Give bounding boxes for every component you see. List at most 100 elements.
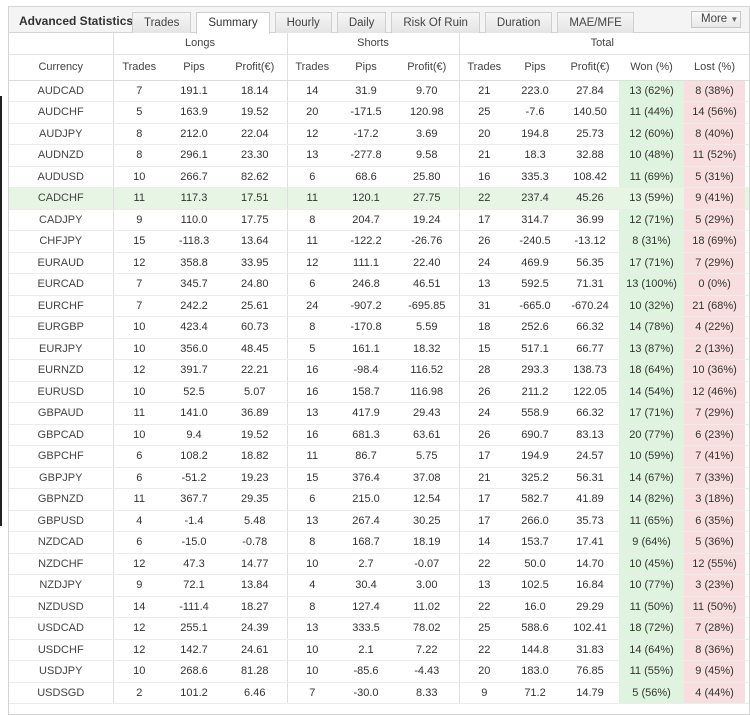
- value-cell: 102.5: [509, 574, 562, 597]
- row-chart-button[interactable]: [745, 80, 749, 102]
- table-row[interactable]: EURGBP 10 423.4 60.73 8 -170.8 5.59 18 252.6 66.3…: [9, 316, 749, 339]
- value-cell: 212.0: [165, 123, 223, 145]
- tab-summary[interactable]: Summary: [196, 12, 270, 34]
- table-row[interactable]: AUDJPY 8 212.0 22.04 12 -17.2 3.69 20 194.8 25.73…: [9, 123, 749, 145]
- row-chart-button[interactable]: [745, 488, 749, 511]
- row-chart-button[interactable]: [745, 359, 749, 382]
- value-cell: 10 (32%): [619, 295, 685, 317]
- tab-hourly[interactable]: Hourly: [274, 12, 332, 33]
- column-header-total-1: Pips: [509, 54, 562, 81]
- table-row[interactable]: EURJPY 10 356.0 48.45 5 161.1 18.32 15 517.1 66.7…: [9, 338, 749, 360]
- row-chart-button[interactable]: [745, 209, 749, 231]
- value-cell: 17.75: [223, 209, 288, 231]
- currency-cell: AUDNZD: [9, 144, 114, 167]
- column-options-icon[interactable]: [745, 54, 749, 81]
- currency-cell: EURCAD: [9, 273, 114, 296]
- table-row[interactable]: USDCAD 12 255.1 24.39 13 333.5 78.02 25 588.6 102…: [9, 617, 749, 640]
- table-row[interactable]: GBPCAD 10 9.4 19.52 16 681.3 63.61 26 690.7 83.13…: [9, 424, 749, 446]
- table-row[interactable]: EURAUD 12 358.8 33.95 12 111.1 22.40 24 469.9 56.…: [9, 252, 749, 274]
- row-chart-button[interactable]: [745, 187, 749, 210]
- row-chart-button[interactable]: [745, 510, 749, 532]
- table-row[interactable]: GBPNZD 11 367.7 29.35 6 215.0 12.54 17 582.7 41.8…: [9, 488, 749, 511]
- advanced-statistics-panel: Advanced Statistics Trades Summary Hourly D…: [8, 6, 750, 715]
- row-chart-button[interactable]: [745, 144, 749, 167]
- table-row[interactable]: CADCHF 11 117.3 17.51 11 120.1 27.75 22 237.4 45.…: [9, 187, 749, 210]
- table-row[interactable]: AUDNZD 8 296.1 23.30 13 -277.8 9.58 21 18.3 32.88…: [9, 144, 749, 167]
- table-row[interactable]: NZDJPY 9 72.1 13.84 4 30.4 3.00 13 102.5 16.84 10 …: [9, 574, 749, 597]
- table-row[interactable]: AUDCAD 7 191.1 18.14 14 31.9 9.70 21 223.0 27.84 1…: [9, 80, 749, 102]
- tab-risk-of-ruin[interactable]: Risk Of Ruin: [391, 12, 480, 33]
- row-chart-button[interactable]: [745, 230, 749, 253]
- table-row[interactable]: USDCHF 12 142.7 24.61 10 2.1 7.22 22 144.8 31.83 1…: [9, 639, 749, 661]
- value-cell: 120.98: [395, 101, 460, 124]
- row-chart-button[interactable]: [745, 166, 749, 188]
- row-chart-button[interactable]: [745, 424, 749, 446]
- table-row[interactable]: GBPUSD 4 -1.4 5.48 13 267.4 30.25 17 266.0 35.73 1…: [9, 510, 749, 532]
- value-cell: 358.8: [165, 252, 223, 274]
- tab-duration[interactable]: Duration: [484, 12, 553, 33]
- row-chart-button[interactable]: [745, 617, 749, 640]
- row-chart-button[interactable]: [745, 596, 749, 618]
- row-chart-button[interactable]: [745, 295, 749, 317]
- value-cell: 108.2: [165, 445, 223, 468]
- table-row[interactable]: EURUSD 10 52.5 5.07 16 158.7 116.98 26 211.2 122.…: [9, 381, 749, 403]
- row-chart-button[interactable]: [745, 252, 749, 274]
- table-row[interactable]: CHFJPY 15 -118.3 13.64 11 -122.2 -26.76 26 -240.…: [9, 230, 749, 253]
- table-row[interactable]: GBPAUD 11 141.0 36.89 13 417.9 29.43 24 558.9 66.…: [9, 402, 749, 425]
- value-cell: 8.33: [395, 682, 460, 704]
- value-cell: 144.8: [509, 639, 562, 661]
- row-chart-button[interactable]: [745, 639, 749, 661]
- tab-daily[interactable]: Daily: [336, 12, 387, 33]
- value-cell: 2: [113, 682, 165, 704]
- row-chart-button[interactable]: [745, 316, 749, 339]
- row-chart-button[interactable]: [745, 445, 749, 468]
- table-row[interactable]: AUDCHF 5 163.9 19.52 20 -171.5 120.98 25 -7.6 140…: [9, 101, 749, 124]
- table-row[interactable]: NZDCHF 12 47.3 14.77 10 2.7 -0.07 22 50.0 14.70 10…: [9, 553, 749, 575]
- row-chart-button[interactable]: [745, 101, 749, 124]
- value-cell: 24.57: [561, 445, 620, 468]
- row-chart-button[interactable]: [745, 574, 749, 597]
- row-chart-button[interactable]: [745, 123, 749, 145]
- table-row[interactable]: NZDUSD 14 -111.4 18.27 8 127.4 11.02 22 16.0 29.2…: [9, 596, 749, 618]
- value-cell: 8: [287, 316, 337, 339]
- more-button[interactable]: More ▼: [691, 11, 741, 28]
- table-row[interactable]: EURCAD 7 345.7 24.80 6 246.8 46.51 13 592.5 71.31…: [9, 273, 749, 296]
- row-chart-button[interactable]: [745, 553, 749, 575]
- row-chart-button[interactable]: [745, 402, 749, 425]
- row-chart-button[interactable]: [745, 467, 749, 489]
- table-row[interactable]: AUDUSD 10 266.7 82.62 6 68.6 25.80 16 335.3 108.4…: [9, 166, 749, 188]
- value-cell: 26: [459, 381, 510, 403]
- tab-trades[interactable]: Trades: [132, 12, 192, 33]
- table-row[interactable]: CADJPY 9 110.0 17.75 8 204.7 19.24 17 314.7 36.99…: [9, 209, 749, 231]
- value-cell: 18.3: [509, 144, 562, 167]
- row-chart-button[interactable]: [745, 531, 749, 554]
- value-cell: 11 (50%): [619, 596, 685, 618]
- tab-mae-mfe[interactable]: MAE/MFE: [557, 12, 634, 33]
- table-row[interactable]: EURCHF 7 242.2 25.61 24 -907.2 -695.85 31 -665.0…: [9, 295, 749, 317]
- value-cell: 242.2: [165, 295, 223, 317]
- row-chart-button[interactable]: [745, 381, 749, 403]
- table-row[interactable]: EURNZD 12 391.7 22.21 16 -98.4 116.52 28 293.3 13…: [9, 359, 749, 382]
- value-cell: 7 (29%): [684, 252, 746, 274]
- value-cell: 31: [459, 295, 510, 317]
- value-cell: 10 (48%): [619, 144, 685, 167]
- value-cell: 14: [459, 531, 510, 554]
- value-cell: 8: [287, 209, 337, 231]
- table-row[interactable]: USDJPY 10 268.6 81.28 10 -85.6 -4.43 20 183.0 76.…: [9, 660, 749, 683]
- table-row[interactable]: GBPJPY 6 -51.2 19.23 15 376.4 37.08 21 325.2 56.3…: [9, 467, 749, 489]
- value-cell: 7: [113, 295, 165, 317]
- value-cell: -17.2: [337, 123, 395, 145]
- row-chart-button[interactable]: [745, 338, 749, 360]
- row-chart-button[interactable]: [745, 682, 749, 704]
- value-cell: 10 (45%): [619, 553, 685, 575]
- row-chart-button[interactable]: [745, 273, 749, 296]
- table-row[interactable]: GBPCHF 6 108.2 18.82 11 86.7 5.75 17 194.9 24.57 1…: [9, 445, 749, 468]
- table-row[interactable]: NZDCAD 6 -15.0 -0.78 8 168.7 18.19 14 153.7 17.41…: [9, 531, 749, 554]
- currency-cell: GBPCAD: [9, 424, 114, 446]
- value-cell: 25.73: [561, 123, 620, 145]
- value-cell: 66.32: [561, 402, 620, 425]
- row-chart-button[interactable]: [745, 660, 749, 683]
- table-row[interactable]: USDSGD 2 101.2 6.46 7 -30.0 8.33 9 71.2 14.79 5 (5…: [9, 682, 749, 704]
- value-cell: 120.1: [337, 187, 395, 210]
- currency-cell: AUDCAD: [9, 80, 114, 102]
